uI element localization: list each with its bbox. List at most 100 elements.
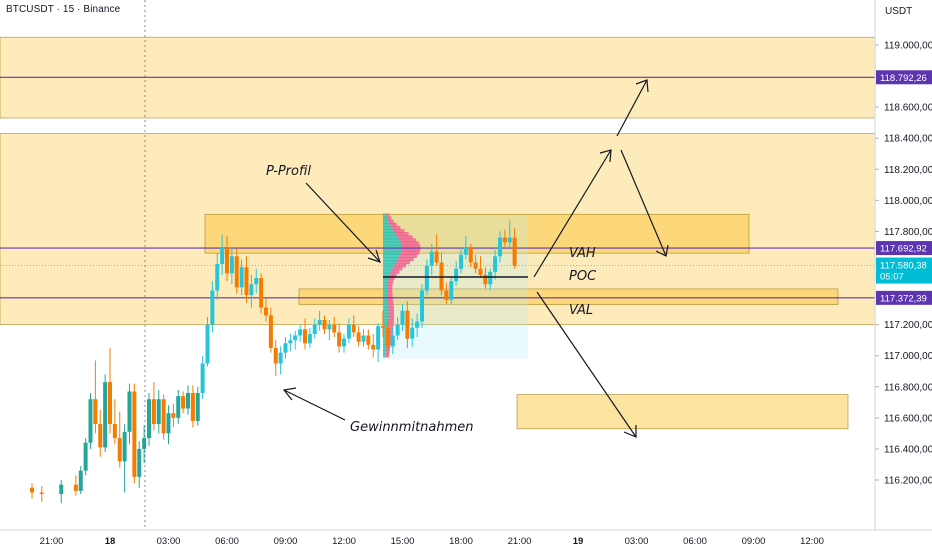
time-tick-label: 21:00 [508,536,532,547]
profile-bar-up [383,244,402,249]
time-tick-label: 06:00 [683,536,707,547]
profile-bar-up [383,278,389,283]
profile-bar-up [383,247,402,252]
candle-body [498,237,502,257]
volume-profile [383,213,528,359]
profile-bar-down [387,288,393,293]
candle-body [78,470,83,491]
profile-bar-up [383,306,389,311]
candle-body [381,326,385,328]
time-tick-label: 09:00 [742,536,766,547]
profile-bar-up [383,291,388,296]
time-tick-label: 21:00 [40,536,64,547]
profile-bar-down [396,260,410,265]
candle-body [39,492,44,494]
zone-main-range [0,133,876,326]
profile-bar-down [401,247,421,252]
bearish-arrowhead [623,425,637,438]
candle-body [229,256,234,274]
profile-bar-up [383,322,389,327]
candle-body [293,335,298,341]
profile-bar-up [383,228,394,234]
price-tick-label: 117.200,00 [884,320,932,331]
profile-bar-up [383,347,387,352]
candle-body [127,391,132,432]
candle-body [346,324,351,339]
profile-bar-up [383,266,393,271]
price-tick-label: 116.600,00 [884,413,932,424]
candle-body [88,399,93,443]
vah-label: VAH [569,246,596,261]
candle-body [122,431,127,462]
candle-body [405,310,410,339]
profile-bar-down [397,235,413,240]
currency-label[interactable]: USDT [885,5,913,17]
candle-body [112,424,117,439]
profile-bar-down [388,278,394,283]
price-axis-tags: 118.792,26 117.692,92 117.372,39 117.580,38… [876,70,932,305]
bearish-scenario-path [536,291,637,438]
price-axis-ticks: 119.000,00 118.600,00 118.400,00 118.200,00… [875,41,932,487]
profile-bar-up [383,241,401,246]
price-tick-label: 118.400,00 [884,134,932,145]
profile-bar-up [383,350,387,355]
profile-bar-down [391,225,401,231]
profile-bar-down [387,281,393,287]
profile-bar-down [394,263,407,268]
profile-bar-up [383,260,397,265]
time-tick-label: 12:00 [332,536,356,547]
profile-bar-up [383,353,386,358]
candle-body [181,396,186,409]
profile-bar-up [383,232,396,237]
drawings-layer: P-Profil VAH POC VAL Gewinnmitnahmen [266,79,669,438]
profile-bar-down [401,250,420,255]
profile-bar-down [388,219,394,224]
level-price-tag [876,241,932,256]
profile-bar-down [389,222,397,227]
candle-body [420,290,424,322]
profile-bar-up [383,219,389,224]
price-tick-label: 116.800,00 [884,382,932,393]
candle-body [473,262,478,269]
profile-bar-up [383,328,388,333]
level-price-tag [876,70,932,85]
bullish-arrowhead-2 [635,79,649,93]
candle-body [303,329,307,344]
candle-body [410,327,415,339]
profile-bar-up [383,281,388,287]
profile-bar-up [383,334,388,339]
candle-body [176,396,181,418]
candle-body [390,335,395,347]
candle-body [307,333,312,344]
profile-bar-down [400,241,419,246]
candle-body [449,281,454,300]
candle-body [434,251,439,263]
price-tick-label: 118.200,00 [884,165,932,176]
profile-bar-up [383,319,389,324]
profile-bar-up [383,300,389,305]
time-axis[interactable] [0,529,932,550]
candle-body [468,246,473,263]
candle-body [225,246,229,274]
profile-bar-up [383,309,389,314]
profile-bar-down [389,272,397,277]
candle-body [161,399,166,434]
candle-body [507,237,512,243]
candle-body [156,399,161,425]
profile-bar-down [388,309,394,314]
price-tick-label: 117.000,00 [884,351,932,362]
candle-body [424,265,429,291]
profile-bar-down [393,228,405,234]
retest-path [620,149,667,257]
profile-bar-down [401,244,421,249]
candle-body [342,338,346,347]
profile-bar-up [383,288,388,293]
candle-body [190,393,195,421]
candle-body [59,484,64,494]
profile-bar-up [383,238,400,243]
candle-body [254,278,259,285]
candle-body [332,324,337,333]
time-tick-label: 06:00 [215,536,239,547]
symbol-header[interactable]: BTCUSDT · 15 · Binance [6,4,121,15]
